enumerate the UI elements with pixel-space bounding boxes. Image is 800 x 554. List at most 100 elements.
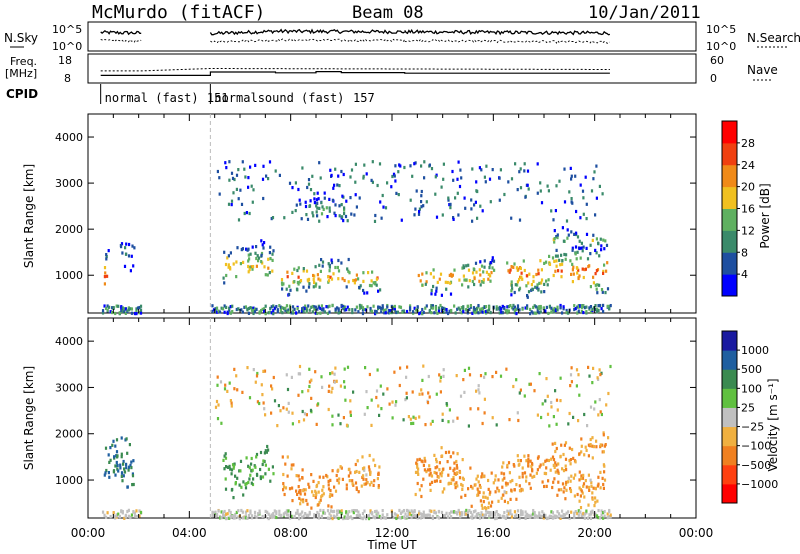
power-cell: [363, 163, 366, 167]
power-cell: [220, 306, 223, 310]
power-cell: [498, 176, 501, 180]
velocity-cell: [471, 513, 474, 517]
velocity-cell: [581, 491, 584, 495]
velocity-cell: [582, 482, 586, 486]
power-cell: [314, 311, 317, 315]
power-cell: [266, 273, 269, 277]
velocity-cell: [412, 510, 415, 514]
velocity-cell: [423, 468, 426, 472]
power-cell: [381, 193, 384, 198]
velocity-cell: [431, 419, 434, 423]
velocity-cell: [405, 508, 409, 513]
power-cell: [247, 253, 250, 257]
power-cell: [241, 160, 244, 164]
power-cell: [452, 216, 455, 220]
velocity-cell: [527, 464, 530, 468]
power-cell: [354, 308, 357, 312]
velocity-cell: [242, 493, 245, 497]
power-cell: [513, 290, 516, 295]
velocity-cell: [551, 485, 554, 490]
power-cell: [590, 189, 594, 193]
power-cell: [229, 305, 232, 309]
power-cell: [601, 192, 604, 196]
velocity-cell: [552, 458, 556, 462]
velocity-cell: [121, 511, 124, 515]
power-cell: [261, 177, 265, 181]
velocity-colorbar-tick-label-5: −100: [741, 440, 771, 453]
power-cell: [284, 308, 287, 312]
power-cell: [352, 278, 355, 283]
power-cell: [305, 289, 308, 293]
velocity-cell: [364, 366, 367, 370]
velocity-cell: [578, 452, 581, 456]
velocity-cell: [132, 482, 135, 487]
velocity-cell: [329, 493, 332, 497]
power-cell: [539, 189, 542, 193]
velocity-cell: [264, 413, 267, 417]
velocity-cell: [453, 467, 456, 471]
power-cell: [272, 304, 275, 308]
velocity-cell: [559, 455, 562, 459]
velocity-cell: [596, 484, 599, 488]
velocity-ytick-label-3: 4000: [55, 335, 83, 348]
velocity-cell: [231, 514, 234, 518]
power-cell: [252, 311, 255, 316]
power-colorbar-swatch-1: [722, 252, 737, 275]
velocity-cell: [587, 365, 590, 369]
velocity-cell: [260, 383, 263, 387]
velocity-cell: [405, 391, 408, 395]
velocity-cell: [441, 470, 444, 475]
velocity-cell: [484, 495, 487, 499]
power-cell: [262, 246, 265, 250]
velocity-cell: [453, 482, 456, 486]
velocity-cell: [216, 417, 220, 421]
velocity-cell: [328, 384, 331, 388]
velocity-cell: [232, 464, 236, 468]
power-cell: [484, 305, 488, 309]
power-cell: [556, 236, 559, 240]
velocity-cell: [417, 472, 420, 476]
power-cell: [459, 308, 462, 312]
velocity-cell: [468, 509, 471, 513]
power-cell: [362, 176, 365, 180]
velocity-cell: [109, 458, 112, 462]
power-cell: [313, 280, 316, 285]
velocity-cell: [507, 461, 511, 465]
velocity-cell: [585, 485, 588, 489]
velocity-cell: [349, 515, 352, 519]
power-cell: [391, 174, 394, 179]
power-cell: [129, 307, 132, 311]
velocity-cell: [285, 373, 288, 377]
power-cell: [462, 310, 465, 314]
power-cell: [598, 184, 601, 188]
velocity-cell: [327, 487, 331, 491]
velocity-cell: [343, 385, 346, 389]
power-cell: [483, 310, 486, 314]
velocity-cell: [225, 517, 228, 521]
velocity-cell: [580, 474, 583, 478]
velocity-cell: [512, 384, 515, 389]
power-cell: [393, 174, 396, 178]
velocity-cell: [450, 510, 453, 514]
power-cell: [450, 308, 453, 313]
velocity-cell: [370, 423, 373, 427]
power-cell: [305, 306, 308, 311]
power-cell: [547, 278, 550, 282]
velocity-cell: [577, 513, 580, 517]
velocity-cell: [456, 452, 459, 456]
power-cell: [547, 311, 550, 316]
velocity-colorbar-swatch-0: [722, 483, 737, 504]
power-cell: [263, 241, 266, 245]
velocity-cell: [471, 515, 474, 520]
power-cell: [387, 311, 390, 315]
velocity-cell: [421, 514, 424, 519]
velocity-cell: [298, 496, 301, 500]
velocity-cell: [239, 469, 242, 473]
velocity-cell: [463, 510, 466, 514]
velocity-cell: [313, 515, 316, 519]
power-cell: [598, 283, 601, 287]
velocity-cell: [317, 514, 320, 518]
power-cell: [602, 269, 605, 273]
power-cell: [526, 169, 530, 173]
velocity-cell: [370, 480, 373, 484]
